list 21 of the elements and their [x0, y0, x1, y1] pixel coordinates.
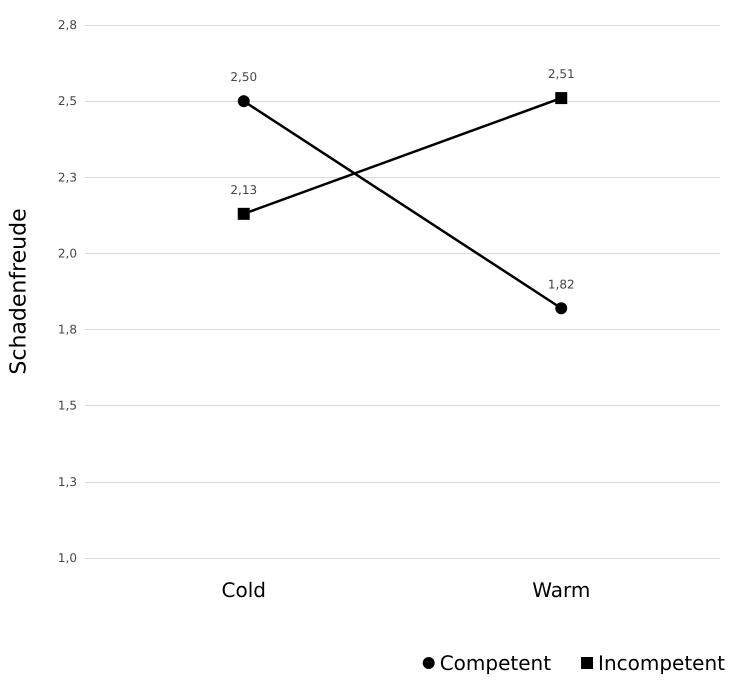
y-tick-label: 1,8 — [58, 322, 77, 337]
y-tick-label: 2,5 — [58, 94, 77, 108]
data-label: 2,13 — [230, 182, 258, 197]
y-tick-label: 2,0 — [58, 246, 77, 260]
y-tick-label: 1,5 — [58, 398, 77, 413]
y-tick-label: 1,0 — [58, 551, 77, 565]
legend-label: Incompetent — [598, 651, 726, 675]
y-tick-label: 2,8 — [58, 18, 77, 32]
point — [238, 95, 250, 108]
legend-label: Competent — [440, 651, 552, 675]
y-axis-title: Schadenfreude — [6, 208, 32, 375]
y-tick-label: 2,3 — [58, 170, 77, 184]
x-tick-label: Warm — [532, 578, 590, 602]
data-label: 1,82 — [548, 277, 575, 292]
point — [238, 208, 250, 220]
y-tick-label: 1,3 — [58, 474, 77, 489]
x-tick-label: Cold — [222, 578, 266, 602]
data-label: 2,51 — [548, 67, 575, 82]
point — [555, 302, 568, 314]
data-label: 2,50 — [230, 70, 258, 84]
point — [555, 92, 568, 104]
